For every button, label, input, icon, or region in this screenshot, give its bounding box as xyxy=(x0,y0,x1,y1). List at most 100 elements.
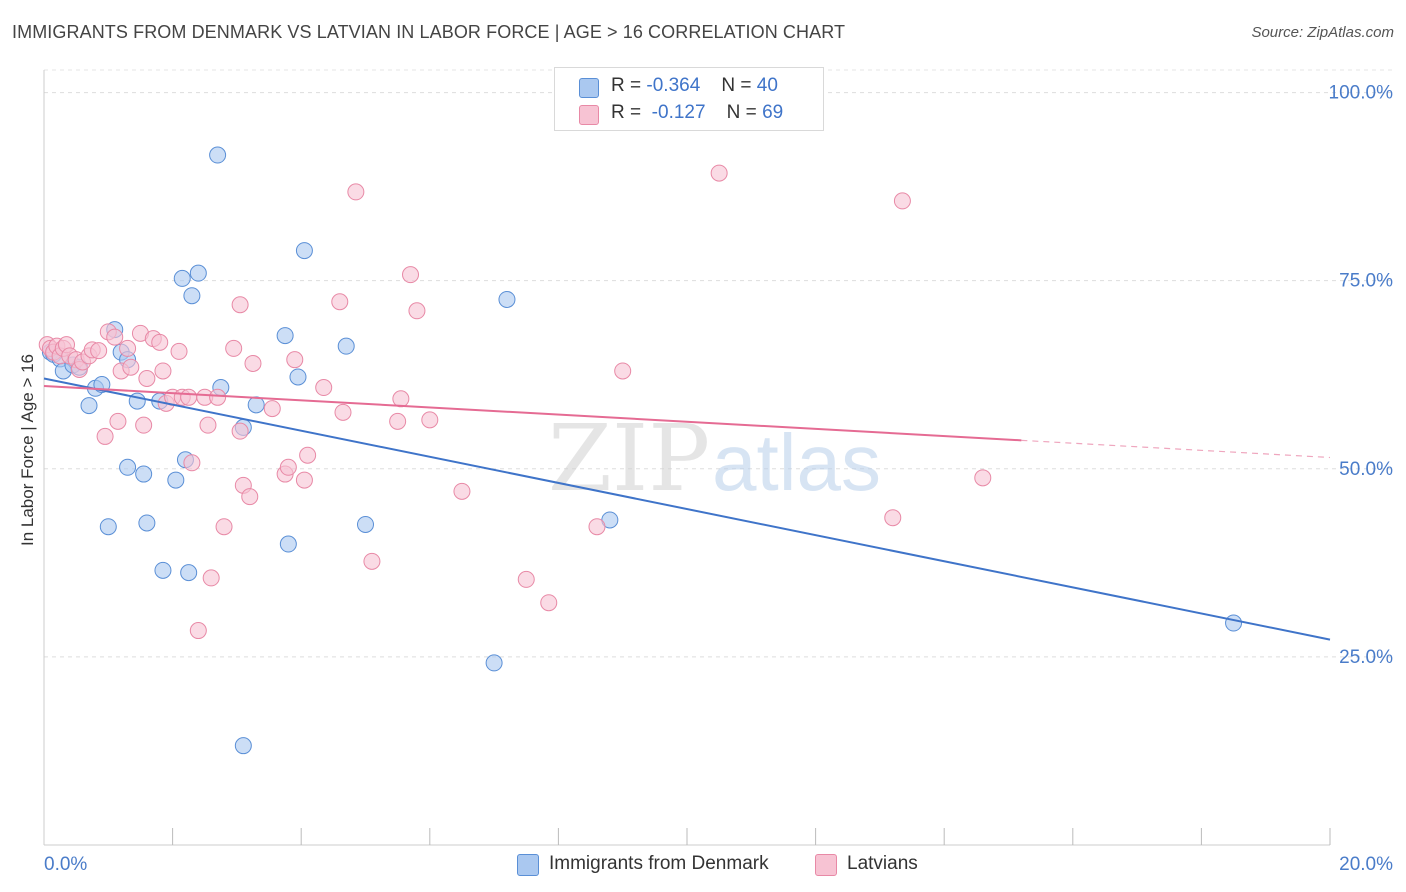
point-denmark xyxy=(80,397,98,415)
point-denmark xyxy=(183,287,201,305)
point-latvians xyxy=(119,339,137,357)
point-latvians xyxy=(279,458,297,476)
x-tick-label: 20.0% xyxy=(1339,854,1393,875)
point-latvians xyxy=(225,339,243,357)
series-swatch-latvians xyxy=(815,854,837,876)
point-denmark xyxy=(357,515,374,533)
point-latvians xyxy=(299,446,317,464)
series-swatch-denmark xyxy=(517,854,539,876)
legend-n-value: 69 xyxy=(762,102,784,123)
series-label-denmark: Immigrants from Denmark xyxy=(549,853,769,874)
point-latvians xyxy=(517,570,535,588)
legend-n-label: N = xyxy=(721,75,752,96)
legend-r-label: R = xyxy=(611,75,642,96)
point-latvians xyxy=(540,594,558,612)
point-latvians xyxy=(106,328,124,346)
point-denmark xyxy=(135,465,153,483)
legend-r-value: -0.364 xyxy=(646,75,701,96)
point-latvians xyxy=(151,333,169,351)
y-tick-label: 75.0% xyxy=(1339,271,1393,292)
point-latvians xyxy=(170,342,188,360)
legend-swatch-latvians xyxy=(579,105,599,125)
point-denmark xyxy=(154,561,172,579)
point-denmark xyxy=(209,146,227,164)
point-latvians xyxy=(710,164,728,182)
legend-swatch-denmark xyxy=(579,78,599,98)
point-latvians xyxy=(402,266,420,284)
point-latvians xyxy=(884,509,902,527)
data-points xyxy=(38,146,1243,755)
point-denmark xyxy=(189,264,207,282)
point-denmark xyxy=(1225,614,1243,632)
trend-line-denmark xyxy=(43,377,1331,641)
point-latvians xyxy=(90,342,108,360)
point-latvians xyxy=(408,302,426,320)
point-latvians xyxy=(96,427,114,445)
point-latvians xyxy=(453,482,471,500)
trend-lines xyxy=(43,377,1331,641)
legend-r-value: -0.127 xyxy=(651,102,706,123)
point-latvians xyxy=(315,379,333,397)
point-latvians xyxy=(231,422,249,440)
point-latvians xyxy=(974,469,992,487)
point-latvians xyxy=(135,416,153,434)
y-tick-label: 100.0% xyxy=(1329,83,1394,104)
point-latvians xyxy=(389,412,407,430)
y-tick-label: 25.0% xyxy=(1339,647,1393,668)
tick-labels: 25.0% 50.0% 75.0% 100.0% 0.0% 20.0% xyxy=(44,83,1393,875)
legend-r-label: R = xyxy=(611,102,642,123)
y-tick-label: 50.0% xyxy=(1339,459,1393,480)
point-latvians xyxy=(109,412,127,430)
point-latvians xyxy=(122,358,140,376)
point-latvians xyxy=(244,354,262,372)
point-latvians xyxy=(331,293,349,311)
x-tick-label: 0.0% xyxy=(44,854,87,875)
point-latvians xyxy=(347,183,365,201)
point-denmark xyxy=(180,564,198,582)
point-latvians xyxy=(363,552,381,570)
point-latvians xyxy=(421,411,439,429)
point-latvians xyxy=(138,369,156,387)
trend-line-latvians xyxy=(43,385,1022,442)
point-denmark xyxy=(276,327,294,345)
source-label: Source: ZipAtlas.com xyxy=(1251,24,1394,41)
legend-n-label: N = xyxy=(726,102,757,123)
point-denmark xyxy=(173,269,191,287)
axes xyxy=(43,70,1331,846)
point-denmark xyxy=(337,337,355,355)
y-axis-label: In Labor Force | Age > 16 xyxy=(18,353,37,547)
point-denmark xyxy=(279,535,297,553)
series-label-latvians: Latvians xyxy=(847,853,918,874)
point-latvians xyxy=(334,403,352,421)
point-denmark xyxy=(234,737,252,755)
point-denmark xyxy=(289,368,307,386)
watermark: ZIP atlas xyxy=(548,405,881,512)
point-denmark xyxy=(167,471,185,489)
point-latvians xyxy=(199,416,217,434)
point-latvians xyxy=(209,388,227,406)
point-denmark xyxy=(498,290,516,308)
trend-line-latvians-extension xyxy=(1021,439,1331,459)
point-latvians xyxy=(154,362,172,380)
point-latvians xyxy=(263,400,281,418)
correlation-legend: R = -0.364 N = 40 R = -0.127 N = 69 xyxy=(554,67,824,131)
point-latvians xyxy=(286,351,304,369)
point-latvians xyxy=(180,388,198,406)
watermark-atlas: atlas xyxy=(712,418,881,507)
point-latvians xyxy=(215,518,233,536)
legend-text-denmark: R = -0.364 N = 40 xyxy=(611,75,778,97)
point-latvians xyxy=(189,622,207,640)
point-latvians xyxy=(241,488,259,506)
legend-n-value: 40 xyxy=(756,75,778,96)
legend-text-latvians: R = -0.127 N = 69 xyxy=(611,102,783,124)
point-latvians xyxy=(202,569,220,587)
point-denmark xyxy=(99,518,117,536)
point-denmark xyxy=(119,458,137,476)
chart-title: IMMIGRANTS FROM DENMARK VS LATVIAN IN LA… xyxy=(12,22,846,42)
point-denmark xyxy=(485,654,503,672)
point-denmark xyxy=(138,514,156,532)
y-axis-label-wrap: In Labor Force | Age > 16 xyxy=(16,330,40,570)
point-latvians xyxy=(588,518,606,536)
point-latvians xyxy=(614,362,632,380)
